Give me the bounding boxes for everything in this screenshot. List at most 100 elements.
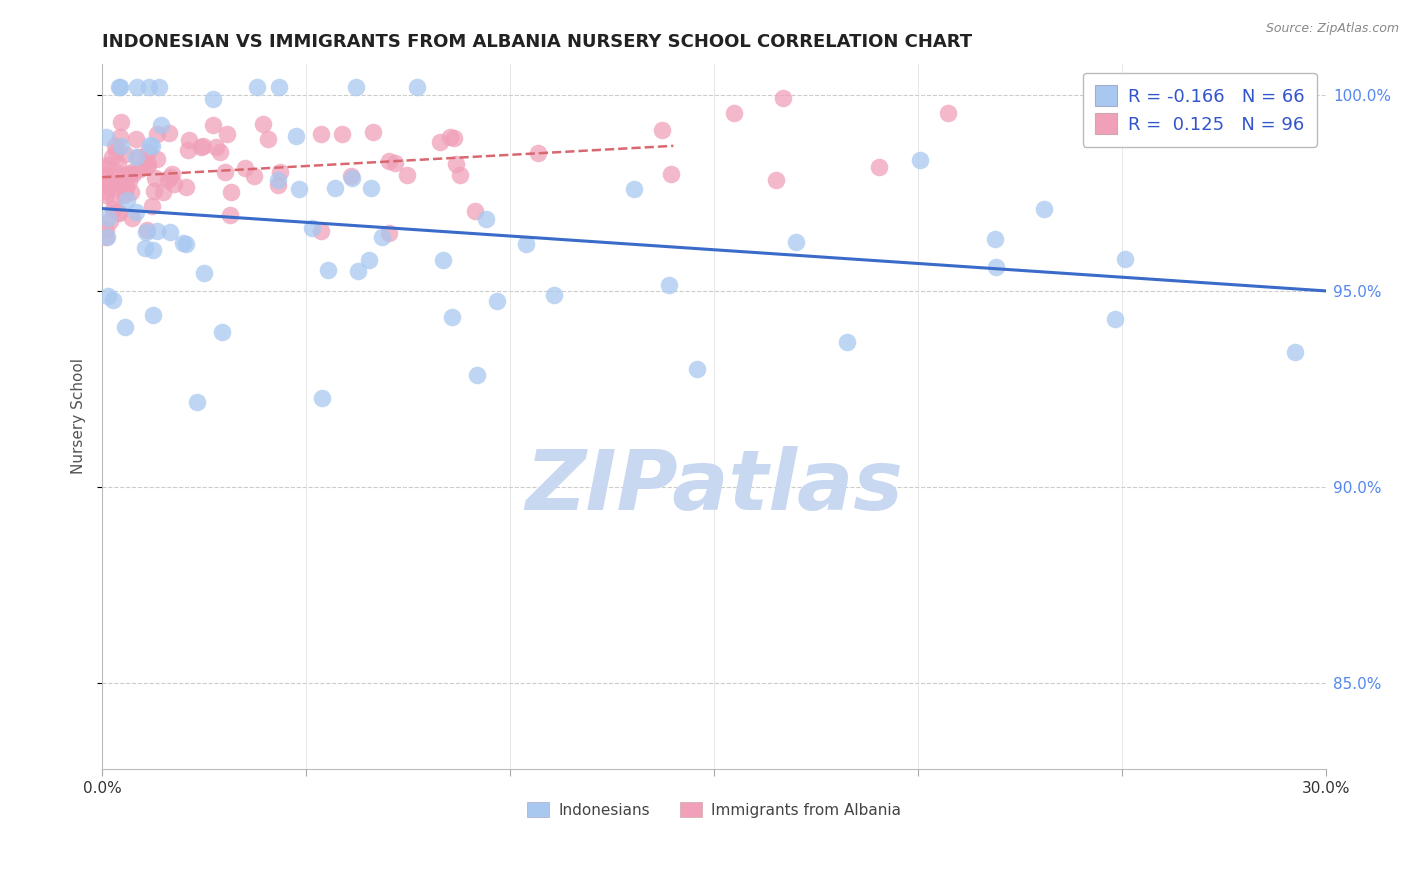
Point — [110, 138, 132, 153]
Point — [142, 243, 165, 257]
Point — [135, 226, 157, 240]
Point — [330, 127, 353, 141]
Point — [214, 164, 236, 178]
Point — [340, 169, 363, 184]
Point — [108, 80, 131, 95]
Point — [1032, 202, 1054, 217]
Point — [96, 223, 118, 237]
Point — [100, 177, 122, 191]
Point — [135, 159, 157, 173]
Point — [142, 184, 165, 198]
Point — [135, 153, 157, 168]
Point — [984, 232, 1007, 246]
Point — [135, 223, 157, 237]
Point — [217, 127, 239, 141]
Text: INDONESIAN VS IMMIGRANTS FROM ALBANIA NURSERY SCHOOL CORRELATION CHART: INDONESIAN VS IMMIGRANTS FROM ALBANIA NU… — [103, 33, 973, 51]
Legend: Indonesians, Immigrants from Albania: Indonesians, Immigrants from Albania — [520, 794, 908, 825]
Point — [174, 236, 197, 251]
Point — [190, 140, 212, 154]
Point — [311, 391, 333, 405]
Point — [114, 179, 136, 194]
Point — [360, 181, 382, 195]
Point — [623, 182, 645, 196]
Point — [342, 170, 364, 185]
Point — [108, 130, 131, 145]
Point — [97, 179, 120, 194]
Point — [651, 123, 673, 137]
Point — [785, 235, 807, 250]
Point — [128, 162, 150, 177]
Point — [465, 368, 488, 383]
Point — [96, 229, 118, 244]
Point — [246, 80, 269, 95]
Point — [267, 172, 290, 186]
Point — [114, 185, 136, 199]
Point — [101, 202, 124, 217]
Point — [1095, 98, 1118, 112]
Point — [96, 188, 118, 202]
Point — [136, 145, 159, 159]
Point — [357, 253, 380, 268]
Point — [515, 237, 537, 252]
Point — [96, 168, 118, 182]
Point — [114, 320, 136, 334]
Point — [475, 212, 498, 227]
Point — [378, 154, 401, 169]
Point — [101, 150, 124, 164]
Y-axis label: Nursery School: Nursery School — [72, 359, 86, 475]
Point — [97, 211, 120, 226]
Point — [1104, 311, 1126, 326]
Point — [127, 80, 149, 95]
Point — [174, 180, 197, 194]
Point — [1114, 252, 1136, 267]
Point — [396, 169, 419, 183]
Point — [157, 127, 180, 141]
Point — [118, 168, 141, 182]
Point — [114, 147, 136, 161]
Point — [406, 80, 429, 95]
Point — [910, 153, 932, 168]
Point — [432, 252, 454, 267]
Point — [193, 266, 215, 280]
Point — [243, 169, 266, 183]
Point — [134, 241, 156, 255]
Point — [97, 174, 120, 188]
Point — [136, 158, 159, 172]
Point — [108, 206, 131, 220]
Point — [112, 187, 135, 202]
Point — [221, 186, 243, 200]
Point — [124, 205, 146, 219]
Point — [141, 198, 163, 212]
Point — [191, 139, 214, 153]
Point — [835, 334, 858, 349]
Point — [177, 143, 200, 157]
Point — [765, 173, 787, 187]
Point — [125, 150, 148, 164]
Point — [105, 144, 128, 158]
Point — [186, 394, 208, 409]
Point — [202, 92, 225, 106]
Point — [301, 221, 323, 235]
Point — [142, 308, 165, 322]
Point — [384, 156, 406, 170]
Point — [464, 204, 486, 219]
Point — [146, 127, 169, 141]
Point — [145, 224, 167, 238]
Point — [103, 193, 125, 207]
Point — [287, 182, 309, 196]
Point — [96, 184, 118, 198]
Point — [486, 294, 509, 309]
Point — [97, 160, 120, 174]
Point — [723, 106, 745, 120]
Point — [159, 170, 181, 185]
Point — [115, 193, 138, 207]
Point — [148, 80, 170, 95]
Point — [107, 205, 129, 219]
Point — [98, 213, 121, 227]
Point — [252, 117, 274, 131]
Point — [323, 180, 346, 194]
Point — [101, 293, 124, 307]
Point — [211, 326, 233, 340]
Point — [120, 185, 142, 199]
Point — [378, 226, 401, 240]
